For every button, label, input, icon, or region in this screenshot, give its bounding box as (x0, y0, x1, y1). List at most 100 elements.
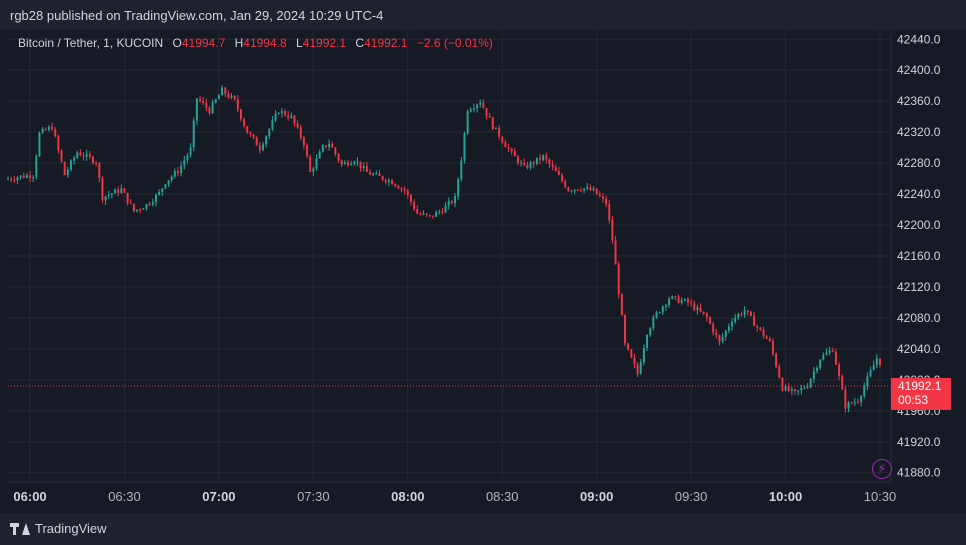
candle-body (378, 173, 381, 176)
price-tick-label: 42240.0 (897, 187, 941, 201)
candle-body (324, 145, 327, 147)
candle-body (466, 111, 469, 134)
candle-body (315, 158, 318, 169)
candle-body (7, 178, 9, 180)
candle-body (438, 211, 441, 213)
open-label: O (172, 36, 182, 50)
candle-body (413, 202, 416, 210)
open-value: 41994.7 (181, 36, 226, 50)
candle-body (510, 148, 513, 152)
time-axis: 06:00 06:30 07:00 07:30 08:00 08:30 09:00 09:30… (13, 489, 896, 504)
candle-body (589, 187, 592, 191)
time-tick-label: 10:00 (769, 489, 802, 504)
candle-body (51, 126, 54, 130)
candle-body (224, 87, 227, 94)
candle-body (164, 184, 167, 189)
tradingview-logo-icon (10, 522, 30, 535)
candle-body (170, 176, 173, 181)
candle-body (347, 162, 349, 166)
candle-body (699, 307, 702, 312)
candle-body (595, 188, 598, 195)
candle-body (306, 145, 309, 157)
candle-body (365, 166, 368, 172)
candle-body (41, 128, 44, 133)
candle-body (73, 157, 76, 161)
candle-body (328, 143, 331, 147)
candle-body (721, 336, 724, 342)
candle-body (195, 98, 198, 121)
candle-body (47, 126, 50, 130)
candle-body (280, 110, 283, 114)
candle-body (299, 127, 302, 138)
candle-body (740, 314, 743, 316)
candle-body (177, 171, 179, 174)
candle-body (123, 188, 126, 193)
time-tick-label: 07:00 (202, 489, 235, 504)
high-label: H (234, 36, 244, 50)
candle-body (532, 162, 535, 164)
candle-body (485, 108, 488, 116)
candle-body (136, 209, 139, 212)
candle-body (520, 162, 523, 164)
candle-body (576, 189, 579, 191)
candle-body (274, 113, 277, 121)
candle-body (693, 303, 696, 311)
candle-body (731, 321, 734, 327)
candle-body (432, 215, 434, 217)
price-tick-label: 42080.0 (897, 311, 941, 325)
candle-body (819, 359, 822, 368)
candle-body (853, 401, 856, 404)
candle-body (661, 306, 664, 313)
candle-body (834, 351, 837, 365)
candles (7, 85, 881, 413)
candle-body (838, 364, 841, 377)
candle-body (488, 115, 491, 118)
candle-body (501, 136, 504, 143)
candle-body (869, 370, 872, 377)
time-tick-label: 06:30 (108, 489, 141, 504)
candle-body (227, 93, 230, 98)
candle-body (284, 110, 287, 116)
candle-body (268, 129, 271, 137)
candle-body (683, 299, 686, 301)
candle-body (605, 198, 608, 205)
candle-body (545, 155, 548, 160)
candle-body (737, 314, 740, 318)
candle-body (258, 145, 261, 150)
candle-body (513, 151, 516, 157)
candle-body (759, 327, 762, 330)
candle-body (66, 169, 69, 176)
candle-body (642, 348, 645, 363)
candle-body (387, 180, 390, 183)
candle-body (79, 152, 82, 156)
candle-body (551, 164, 554, 167)
candle-body (428, 214, 431, 216)
candle-body (816, 367, 819, 372)
time-tick-label: 07:30 (297, 489, 330, 504)
candle-body (192, 120, 195, 148)
candle-body (809, 378, 812, 387)
candle-body (309, 156, 312, 172)
candle-body (561, 174, 564, 182)
tradingview-brand[interactable]: TradingView (10, 521, 107, 536)
candle-body (321, 145, 324, 152)
candle-body (526, 164, 529, 168)
candle-body (620, 294, 623, 316)
candle-body (746, 310, 749, 312)
candle-body (712, 323, 715, 333)
candle-body (391, 180, 394, 185)
candle-body (287, 115, 290, 118)
candle-body (255, 137, 258, 146)
candle-body (705, 313, 708, 318)
time-tick-label: 08:00 (391, 489, 424, 504)
candle-body (400, 188, 403, 190)
candle-body (19, 175, 22, 178)
candle-body (252, 134, 255, 138)
candle-body (10, 178, 13, 180)
candle-body (98, 163, 101, 178)
candle-body (416, 209, 419, 214)
candlestick-chart[interactable]: 42440.0 42400.0 42360.0 42320.0 42280.0 42240… (0, 0, 966, 513)
candle-body (183, 160, 186, 166)
footer-bar: TradingView (0, 513, 966, 545)
lightning-icon[interactable]: ⚡ (872, 459, 892, 479)
